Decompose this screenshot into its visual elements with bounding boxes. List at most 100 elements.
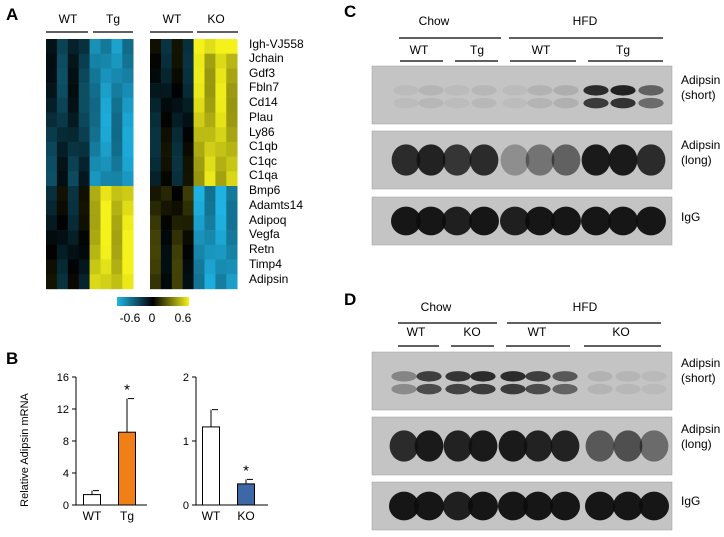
heatmap-cell [215,244,227,260]
heatmap-cell [56,53,69,69]
blot-band [613,430,643,462]
heatmap-cell [46,171,58,187]
heatmap-cell [171,83,183,99]
blot-label: Adipsin (short) [681,73,720,102]
heatmap-cell [67,112,79,128]
heatmap-cell [193,97,205,113]
genotype-label: KO [612,325,629,339]
blot-membrane [371,351,673,411]
heatmap-cell [100,83,112,99]
gene-label: C1qa [249,168,278,182]
colorbar-max-label: 0.6 [175,311,192,325]
blot-band [502,97,528,109]
heatmap-cell [67,244,79,260]
heatmap-cell [150,53,162,69]
heatmap-cell [204,68,216,84]
heatmap-group-label: WT [59,12,78,26]
blot-band [416,371,442,382]
heatmap-cell [111,230,123,246]
blot-band [500,206,530,236]
heatmap-cell [204,141,216,157]
heatmap-cell [78,141,90,157]
heatmap-cell [67,200,79,216]
heatmap-cell [182,186,194,201]
heatmap-cell [56,200,69,216]
blot-band [418,85,444,96]
blot-band [442,206,472,236]
heatmap-cell [150,200,162,216]
heatmap-cell [56,39,69,54]
heatmap-cell [226,259,238,275]
genotype-label: WT [532,43,551,57]
heatmap-cell [182,215,194,231]
blot-band [498,491,528,521]
heatmap-cell [67,230,79,246]
blot-band [414,430,444,462]
heatmap-cell [204,200,216,216]
heatmap-cell [193,156,205,172]
blot-band [498,430,528,462]
heatmap-cell [67,97,79,113]
blot-band [468,491,498,521]
heatmap-cell [78,39,90,54]
heatmap-cell [160,39,173,54]
blot-stack-c [371,65,673,246]
blot-band [389,430,419,462]
heatmap-cell [160,68,173,84]
panel-c: C Chow HFD WT Tg WT Tg Adipsin (short) Ad… [344,2,720,246]
bar [83,494,101,506]
blot-band [583,85,609,96]
heatmap-cell [171,200,183,216]
heatmap-cell [46,112,58,128]
heatmap-left [46,39,134,290]
blot-band [523,430,553,462]
heatmap-cell [193,274,205,290]
heatmap-cell [78,83,90,99]
blot-band [581,206,611,236]
heatmap-cell [226,39,238,54]
genotype-label: WT [528,325,547,339]
heatmap-cell [78,244,90,260]
heatmap-cell [122,186,134,201]
heatmap-group-label: Tg [106,12,120,26]
heatmap-cell [67,53,79,69]
blot-band [502,85,528,96]
heatmap-cell [215,39,227,54]
blot-band [442,144,472,176]
heatmap-cell [193,68,205,84]
heatmap-cell [56,141,69,157]
heatmap-cell [150,127,162,143]
heatmap-cell [182,97,194,113]
heatmap-cell [204,127,216,143]
heatmap-cell [182,171,194,187]
blot-band [391,206,421,236]
heatmap-cell [67,156,79,172]
heatmap-cell [160,83,173,99]
condition-label: Chow [421,300,452,314]
heatmap-cell [150,141,162,157]
heatmap-cell [46,141,58,157]
heatmap-cell [122,244,134,260]
bar-chart-tg: 0 4 8 12 16 WT Tg * [57,372,147,523]
blot-label: Adipsin (long) [681,138,720,167]
heatmap-cell [122,83,134,99]
heatmap-cell [215,230,227,246]
heatmap-cell [226,97,238,113]
heatmap-cell [171,39,183,54]
heatmap-cell [100,259,112,275]
condition-label: HFD [573,14,598,28]
heatmap-cell [122,274,134,290]
blot-band [553,85,579,96]
heatmap-cell [150,230,162,246]
heatmap-cell [193,215,205,231]
heatmap-cell [89,171,101,187]
heatmap-cell [78,97,90,113]
heatmap-cell [89,230,101,246]
heatmap-cell [182,68,194,84]
heatmap-cell [160,259,173,275]
heatmap-cell [171,141,183,157]
heatmap-cell [46,156,58,172]
heatmap-cell [46,244,58,260]
